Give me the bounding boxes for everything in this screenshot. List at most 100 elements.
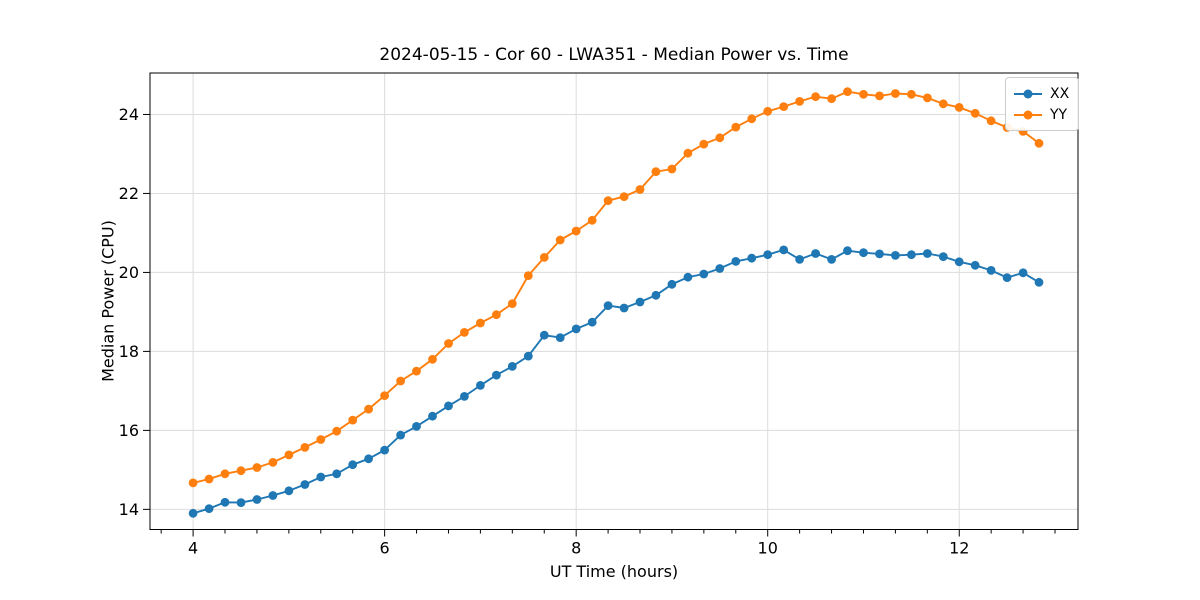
data-point-yy: [843, 87, 852, 96]
chart-title: 2024-05-15 - Cor 60 - LWA351 - Median Po…: [379, 45, 849, 65]
data-point-xx: [1018, 268, 1028, 278]
data-point-yy: [204, 474, 214, 484]
data-point-yy: [603, 196, 613, 206]
data-point-xx: [380, 445, 389, 455]
x-tick-label: 10: [758, 539, 778, 558]
data-point-xx: [779, 245, 789, 255]
data-point-yy: [907, 89, 916, 99]
data-point-yy: [1034, 138, 1044, 148]
data-point-xx: [587, 317, 597, 327]
legend-label-xx: XX: [1050, 85, 1070, 102]
legend-line-marker-xx-icon: [1014, 89, 1042, 98]
data-point-xx: [284, 486, 294, 496]
x-tick-label: 12: [949, 539, 969, 558]
data-point-xx: [986, 266, 996, 275]
data-point-yy: [507, 299, 517, 308]
data-point-xx: [507, 362, 517, 371]
data-point-yy: [220, 469, 230, 479]
legend-line-marker-yy-icon: [1014, 110, 1042, 119]
data-point-yy: [236, 466, 246, 476]
data-point-xx: [220, 497, 230, 507]
data-point-xx: [460, 392, 469, 401]
y-tick-label: 16: [119, 421, 139, 440]
y-tick-label: 20: [119, 263, 139, 282]
data-point-yy: [699, 139, 709, 149]
data-point-xx: [811, 249, 820, 258]
data-point-xx: [875, 249, 884, 259]
series-xx: [188, 245, 1044, 518]
data-point-xx: [1034, 277, 1044, 287]
data-point-xx: [763, 250, 773, 260]
data-point-yy: [412, 366, 421, 376]
x-axis-ticks: 4 6 8 10 12: [160, 529, 1056, 558]
data-point-xx: [938, 252, 948, 261]
data-point-yy: [587, 215, 597, 225]
data-point-xx: [236, 498, 246, 507]
data-point-yy: [555, 235, 565, 245]
data-point-xx: [412, 422, 421, 431]
data-point-xx: [747, 253, 757, 263]
data-point-yy: [476, 318, 485, 328]
data-point-yy: [268, 458, 278, 467]
data-point-yy: [954, 103, 964, 112]
data-point-yy: [763, 106, 773, 116]
data-point-yy: [715, 133, 725, 143]
data-point-yy: [731, 122, 741, 132]
data-point-yy: [795, 97, 804, 106]
data-point-yy: [811, 92, 820, 102]
data-point-xx: [651, 290, 661, 300]
data-point-yy: [492, 310, 501, 320]
data-point-xx: [300, 480, 310, 489]
data-point-yy: [348, 415, 358, 425]
data-point-yy: [779, 102, 789, 111]
data-point-yy: [460, 328, 469, 337]
data-point-yy: [571, 226, 581, 236]
data-point-xx: [683, 272, 693, 282]
data-point-yy: [923, 93, 932, 103]
legend-item-xx: XX: [1013, 83, 1069, 104]
data-point-yy: [938, 99, 948, 109]
data-point-xx: [204, 504, 214, 513]
data-point-xx: [891, 251, 900, 260]
data-point-yy: [284, 450, 294, 460]
data-point-xx: [731, 257, 741, 266]
data-point-xx: [555, 333, 565, 342]
x-tick-label: 8: [571, 539, 581, 558]
data-point-xx: [667, 279, 677, 289]
data-point-yy: [619, 192, 629, 202]
data-point-yy: [747, 114, 757, 124]
data-point-xx: [859, 248, 868, 258]
legend-item-yy: YY: [1013, 104, 1069, 125]
y-axis-label: Median Power (CPU): [98, 220, 118, 382]
data-point-xx: [476, 381, 485, 390]
data-point-yy: [859, 89, 868, 99]
y-tick-label: 18: [119, 342, 139, 361]
data-point-xx: [571, 324, 581, 334]
data-point-yy: [188, 478, 198, 488]
data-point-xx: [954, 257, 964, 267]
axes-spines: [149, 72, 1079, 530]
x-axis-label: UT Time (hours): [549, 562, 679, 581]
x-tick-label: 6: [380, 539, 390, 558]
data-point-xx: [603, 301, 613, 310]
y-tick-label: 14: [119, 500, 139, 519]
data-point-yy: [316, 435, 326, 444]
data-point-yy: [875, 91, 884, 101]
data-point-yy: [300, 443, 310, 452]
data-point-xx: [252, 495, 262, 504]
data-point-xx: [715, 264, 725, 273]
data-point-xx: [268, 491, 278, 500]
y-tick-label: 24: [119, 105, 139, 124]
data-point-xx: [492, 370, 501, 380]
data-point-yy: [539, 253, 549, 262]
data-point-xx: [699, 269, 709, 279]
data-point-xx: [970, 260, 980, 270]
data-point-yy: [396, 376, 405, 386]
gridlines: [150, 73, 1078, 530]
data-point-xx: [1002, 273, 1012, 282]
data-point-xx: [188, 508, 198, 518]
data-point-xx: [635, 297, 645, 307]
data-point-xx: [827, 255, 836, 264]
